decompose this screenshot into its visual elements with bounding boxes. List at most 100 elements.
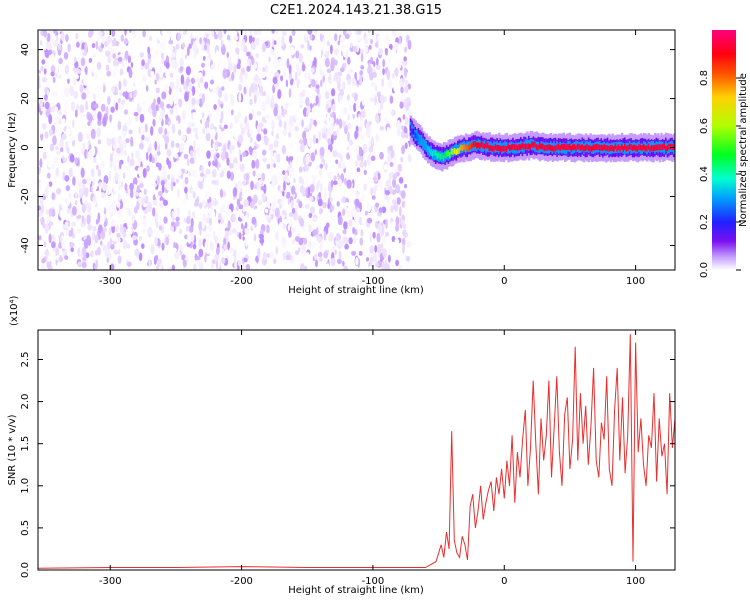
- heatmap-noise-cell: [299, 143, 305, 153]
- heatmap-signal-cell: [433, 149, 436, 156]
- heatmap-noise-cell: [271, 178, 276, 189]
- heatmap-noise-cell: [145, 123, 148, 133]
- heatmap-noise-cell: [384, 116, 389, 123]
- heatmap-noise-cell: [362, 143, 368, 154]
- heatmap-noise-cell: [273, 106, 278, 117]
- heatmap-noise-cell: [252, 170, 256, 177]
- heatmap-noise-cell: [274, 232, 279, 240]
- heatmap-noise-cell: [297, 259, 302, 264]
- heatmap-noise-cell: [333, 175, 337, 181]
- heatmap-signal-cell: [631, 145, 635, 152]
- heatmap-noise-cell: [76, 41, 80, 48]
- heatmap-noise-cell: [158, 225, 163, 231]
- heatmap-noise-cell: [154, 49, 159, 58]
- heatmap-noise-cell: [359, 237, 364, 246]
- heatmap-noise-cell: [359, 70, 364, 76]
- heatmap-noise-cell: [325, 45, 331, 51]
- heatmap-noise-cell: [142, 30, 146, 38]
- heatmap-noise-cell: [312, 134, 316, 145]
- heatmap-noise-cell: [404, 116, 409, 126]
- heatmap-noise-cell: [43, 30, 47, 38]
- heatmap-noise-cell: [224, 151, 229, 160]
- heatmap-noise-cell: [110, 65, 115, 72]
- heatmap-noise-cell: [131, 152, 134, 159]
- heatmap-noise-cell: [107, 42, 111, 51]
- heatmap-noise-cell: [95, 40, 99, 50]
- heatmap-signal-cell: [573, 144, 576, 150]
- heatmap-noise-cell: [51, 175, 56, 184]
- heatmap-signal-cell: [491, 145, 494, 152]
- heatmap-signal-cell: [589, 145, 592, 152]
- heatmap-noise-cell: [66, 196, 71, 207]
- heatmap-noise-cell: [209, 84, 214, 90]
- heatmap-noise-cell: [266, 163, 271, 169]
- heatmap-noise-cell: [106, 35, 112, 45]
- heatmap-noise-cell: [395, 216, 400, 226]
- heatmap-noise-cell: [404, 232, 408, 238]
- heatmap-signal-cell: [557, 143, 561, 150]
- heatmap-signal-cell: [658, 144, 662, 151]
- heatmap-noise-cell: [96, 69, 102, 75]
- heatmap-noise-cell: [253, 115, 256, 123]
- heatmap-noise-cell: [272, 193, 276, 201]
- heatmap-signal-cell: [537, 144, 540, 151]
- heatmap-noise-cell: [239, 72, 244, 83]
- heatmap-noise-cell: [97, 139, 102, 145]
- heatmap-noise-cell: [379, 126, 385, 131]
- heatmap-noise-cell: [107, 198, 113, 205]
- heatmap-noise-cell: [197, 111, 203, 120]
- snr-x-tick-label: -200: [230, 576, 253, 587]
- heatmap-noise-cell: [252, 194, 258, 204]
- heatmap-noise-cell: [243, 199, 249, 208]
- snr-plot-frame: [37, 329, 676, 571]
- heatmap-noise-cell: [169, 255, 172, 265]
- heatmap-noise-cell: [335, 232, 340, 242]
- heatmap-noise-cell: [196, 228, 200, 238]
- heatmap-noise-cell: [404, 183, 407, 189]
- heatmap-noise-cell: [44, 187, 49, 197]
- heatmap-noise-cell: [206, 43, 210, 54]
- heatmap-noise-cell: [208, 112, 213, 118]
- heatmap-noise-cell: [312, 44, 315, 51]
- heatmap-signal-cell: [501, 145, 504, 152]
- heatmap-noise-cell: [288, 64, 292, 74]
- heatmap-noise-cell: [298, 118, 302, 126]
- heatmap-noise-cell: [172, 85, 176, 90]
- heatmap-noise-cell: [402, 223, 407, 230]
- heatmap-noise-cell: [142, 217, 147, 227]
- heatmap-noise-cell: [81, 203, 87, 214]
- heatmap-noise-cell: [79, 250, 83, 258]
- heatmap-noise-cell: [381, 77, 384, 88]
- heatmap-noise-cell: [77, 131, 83, 143]
- heatmap-noise-cell: [332, 180, 338, 186]
- heatmap-noise-cell: [357, 170, 360, 178]
- heatmap-noise-cell: [207, 212, 210, 218]
- heatmap-noise-cell: [236, 41, 242, 47]
- heatmap-noise-cell: [382, 236, 387, 246]
- heatmap-noise-cell: [48, 181, 53, 187]
- heatmap-signal-cell: [460, 144, 463, 151]
- heatmap-noise-cell: [223, 124, 228, 130]
- heatmap-signal-cell: [668, 144, 671, 150]
- heatmap-signal-cell: [417, 136, 420, 143]
- heatmap-noise-cell: [226, 51, 229, 59]
- heatmap-noise-cell: [188, 81, 193, 91]
- heatmap-noise-cell: [46, 150, 52, 158]
- heatmap-noise-cell: [83, 187, 89, 194]
- heatmap-noise-cell: [232, 31, 238, 37]
- heatmap-noise-cell: [348, 247, 352, 256]
- heatmap-noise-cell: [138, 76, 144, 86]
- heatmap-noise-cell: [127, 209, 132, 217]
- heatmap-noise-cell: [192, 190, 196, 199]
- heatmap-noise-cell: [111, 30, 116, 37]
- heatmap-noise-cell: [371, 136, 374, 146]
- heatmap-noise-cell: [325, 103, 329, 111]
- heatmap-noise-cell: [213, 200, 219, 206]
- snr-y-multiplier: (x10⁴): [9, 295, 20, 326]
- heatmap-noise-cell: [81, 92, 87, 100]
- heatmap-noise-cell: [127, 261, 132, 267]
- heatmap-noise-cell: [128, 116, 132, 126]
- heatmap-noise-cell: [90, 186, 94, 192]
- heatmap-noise-cell: [334, 33, 338, 42]
- heatmap-noise-cell: [243, 86, 247, 95]
